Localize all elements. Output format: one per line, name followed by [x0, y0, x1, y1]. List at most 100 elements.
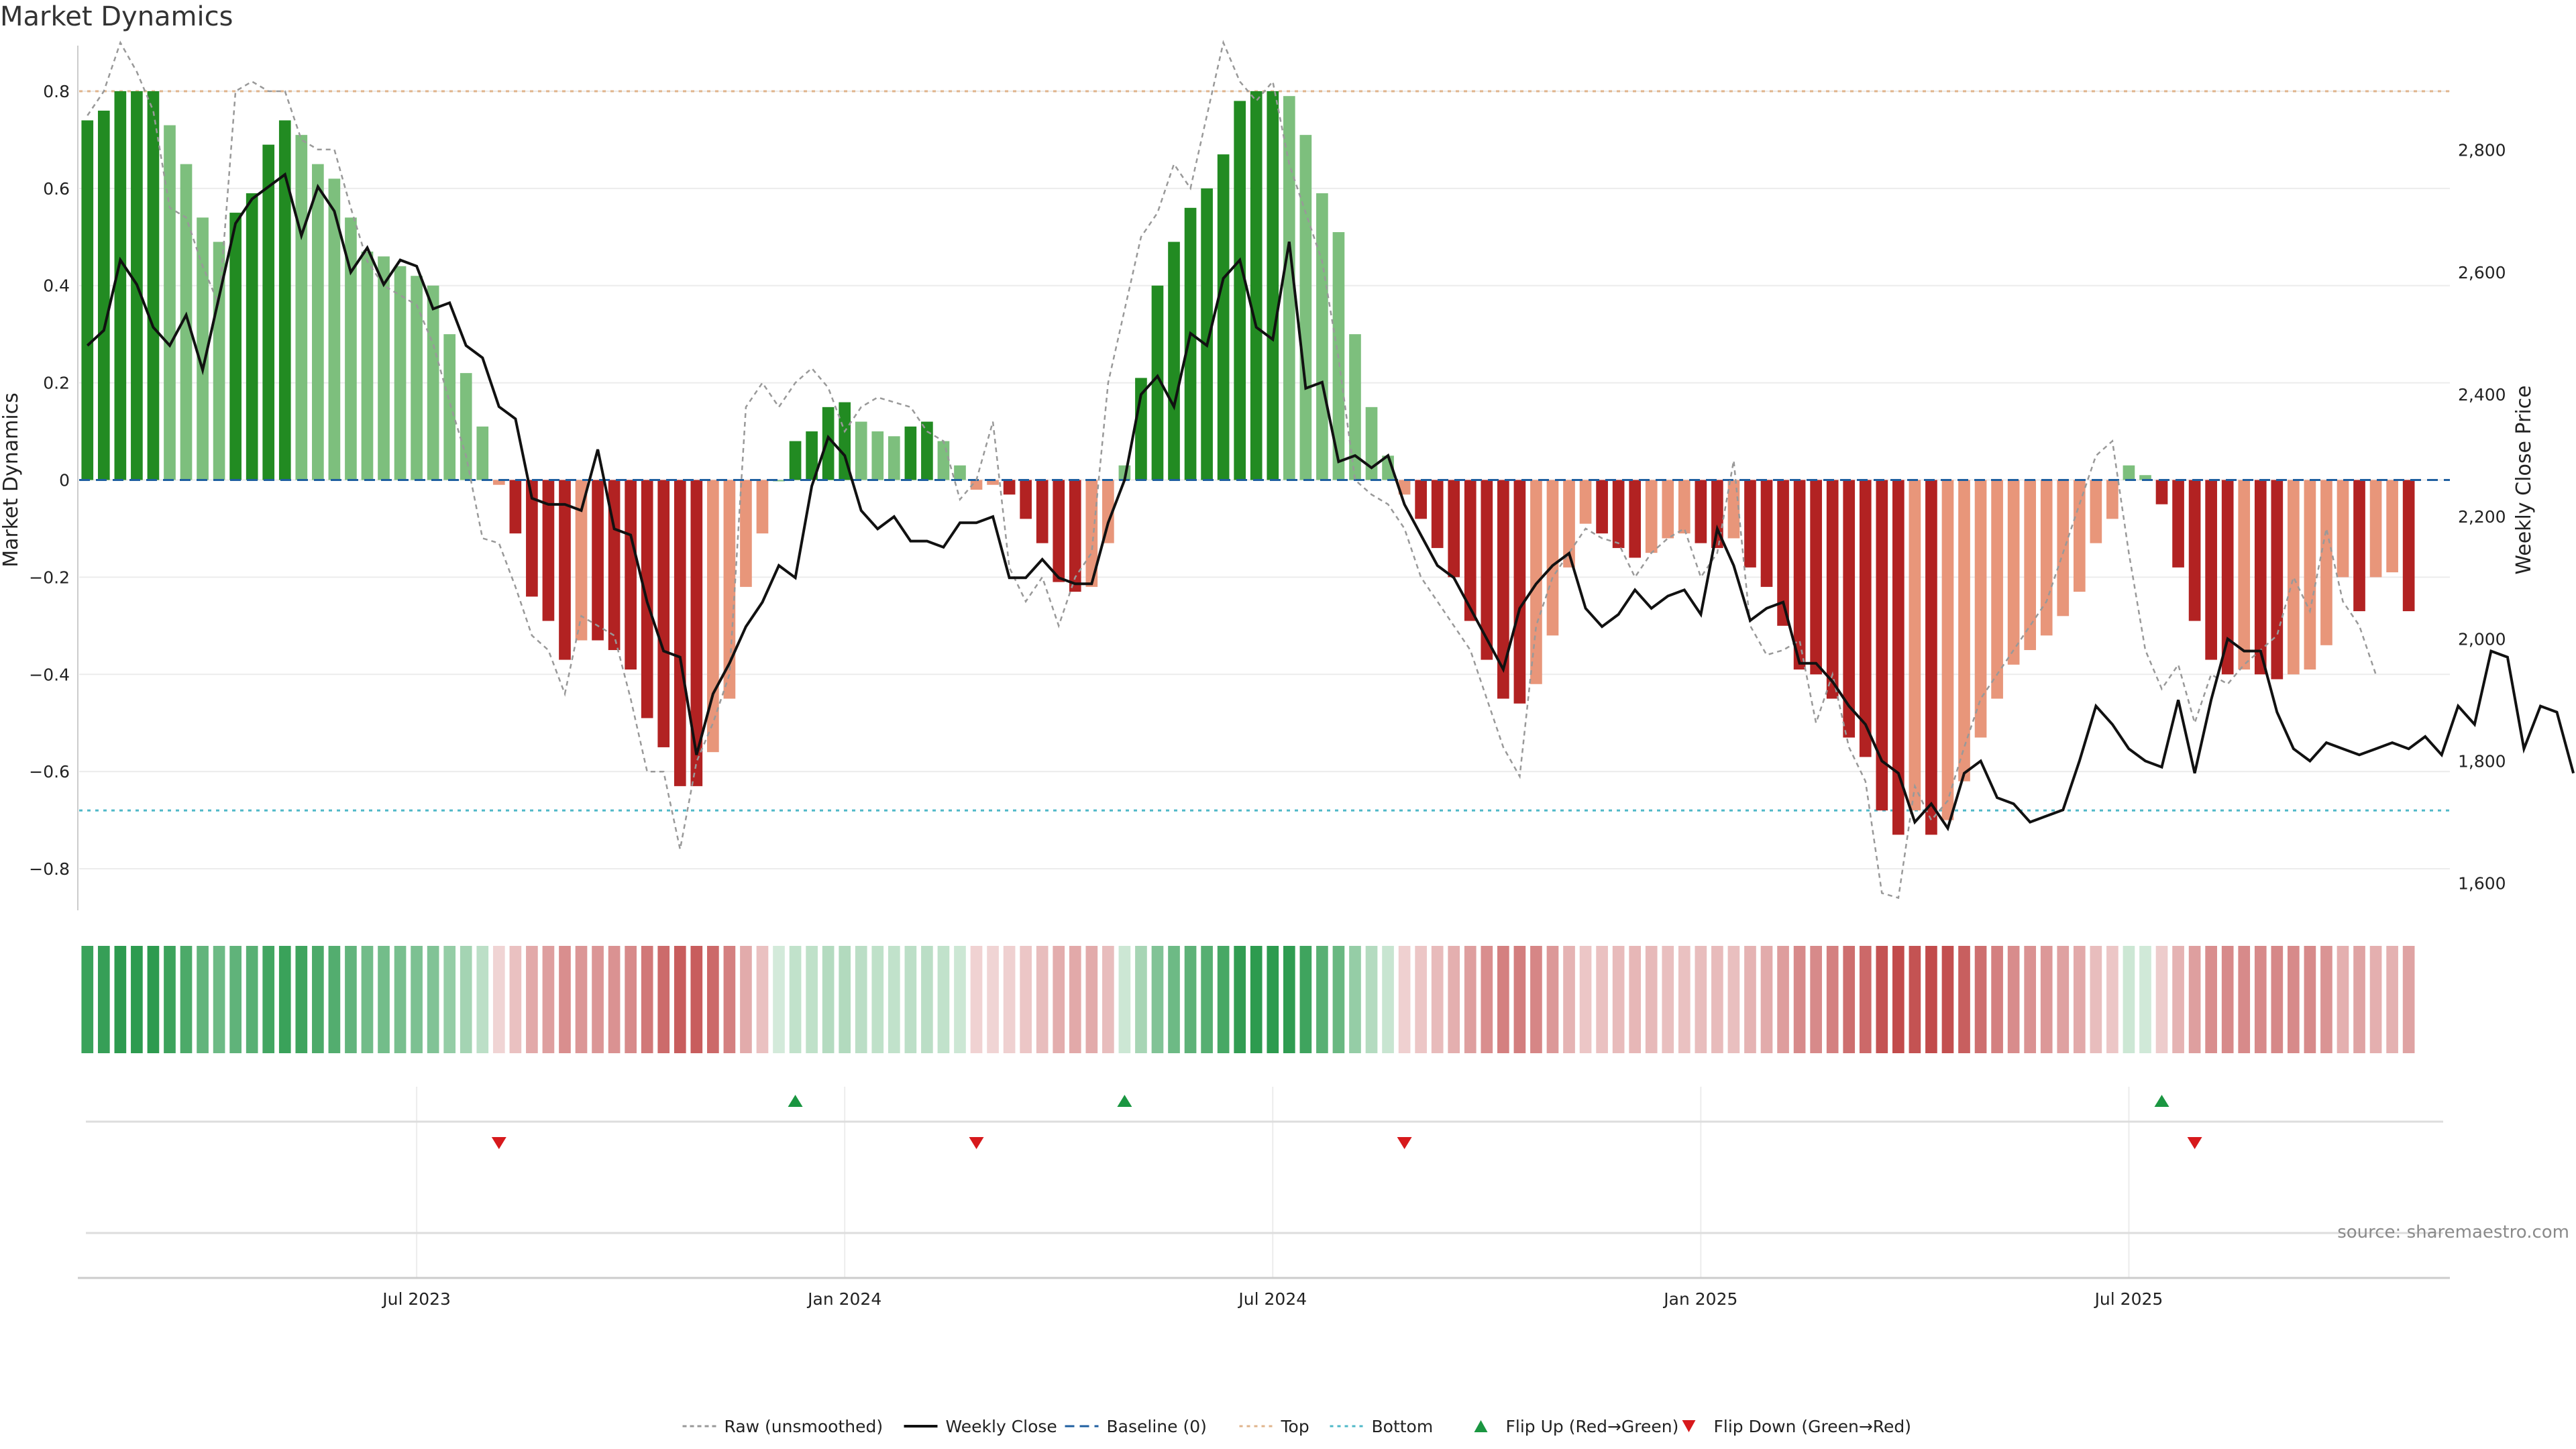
heat-cell-91: [1579, 946, 1592, 1053]
bar-week-52: [937, 441, 950, 480]
heat-cell-39: [723, 946, 736, 1053]
legend-label-6: Flip Down (Green→Red): [1714, 1417, 1912, 1436]
heat-cell-54: [970, 946, 983, 1053]
legend-label-1: Weekly Close: [946, 1417, 1057, 1436]
heat-cell-122: [2090, 946, 2102, 1053]
bar-week-9: [229, 213, 241, 480]
bar-week-60: [1069, 480, 1081, 592]
heat-cell-0: [81, 946, 94, 1053]
heat-cell-63: [1118, 946, 1131, 1053]
legend-label-4: Bottom: [1372, 1417, 1434, 1436]
heat-cell-140: [2386, 946, 2398, 1053]
heat-cell-57: [1020, 946, 1032, 1053]
y-tick-left-1: 0.6: [43, 179, 70, 199]
bar-week-77: [1349, 334, 1361, 480]
bar-week-109: [1876, 480, 1888, 811]
heat-cell-70: [1234, 946, 1246, 1053]
y-tick-left-7: −0.6: [29, 762, 70, 782]
heat-cell-18: [378, 946, 390, 1053]
flip-down-marker-1: [969, 1137, 984, 1149]
heat-cell-61: [1085, 946, 1098, 1053]
bar-week-136: [2320, 480, 2332, 645]
bar-week-125: [2139, 475, 2151, 480]
flip-up-marker-1: [1117, 1095, 1132, 1107]
bar-week-81: [1415, 480, 1427, 519]
bar-week-83: [1448, 480, 1460, 578]
heat-cell-55: [987, 946, 999, 1053]
bar-week-118: [2024, 480, 2037, 651]
bar-week-110: [1892, 480, 1904, 835]
bar-week-12: [278, 120, 291, 480]
x-tick-1: Jan 2024: [806, 1289, 881, 1309]
heat-cell-115: [1974, 946, 1987, 1053]
bar-week-36: [674, 480, 686, 786]
heat-cell-35: [657, 946, 670, 1053]
heat-cell-32: [608, 946, 621, 1053]
heat-cell-49: [888, 946, 900, 1053]
bar-week-74: [1299, 135, 1312, 480]
bar-week-61: [1085, 480, 1098, 587]
heat-cell-80: [1398, 946, 1411, 1053]
bar-week-115: [1974, 480, 1987, 738]
bar-week-55: [987, 480, 999, 485]
bar-week-122: [2090, 480, 2102, 543]
heat-cell-9: [229, 946, 241, 1053]
bar-week-139: [2369, 480, 2382, 578]
bar-week-117: [2007, 480, 2020, 665]
heat-cell-38: [707, 946, 719, 1053]
bar-week-48: [871, 431, 884, 480]
y-tick-left-3: 0.2: [43, 374, 70, 393]
bar-week-89: [1546, 480, 1559, 636]
heat-cell-93: [1612, 946, 1625, 1053]
bar-week-103: [1777, 480, 1789, 626]
heat-cell-75: [1316, 946, 1328, 1053]
heat-cell-113: [1941, 946, 1954, 1053]
heat-cell-111: [1909, 946, 1921, 1053]
bar-week-119: [2040, 480, 2053, 636]
bar-week-123: [2106, 480, 2118, 519]
heat-cell-45: [822, 946, 835, 1053]
heat-cell-102: [1760, 946, 1773, 1053]
bar-week-66: [1168, 241, 1180, 480]
bar-week-20: [411, 276, 423, 480]
bar-week-138: [2353, 480, 2365, 612]
heat-cell-123: [2106, 946, 2118, 1053]
y-tick-right-1: 2,600: [2458, 263, 2506, 282]
bar-week-41: [756, 480, 769, 534]
bar-week-11: [262, 144, 275, 480]
bar-week-17: [361, 252, 374, 480]
bar-week-67: [1184, 207, 1197, 480]
bar-week-134: [2288, 480, 2300, 675]
heat-cell-40: [740, 946, 752, 1053]
flip-down-marker-0: [491, 1137, 506, 1149]
heat-cell-23: [460, 946, 472, 1053]
heat-cell-129: [2205, 946, 2217, 1053]
heat-cell-138: [2353, 946, 2365, 1053]
bar-week-97: [1678, 480, 1690, 534]
bar-week-96: [1662, 480, 1674, 539]
heat-cell-58: [1036, 946, 1049, 1053]
heat-cell-81: [1415, 946, 1427, 1053]
heat-cell-31: [592, 946, 604, 1053]
heat-cell-87: [1513, 946, 1526, 1053]
heat-cell-98: [1695, 946, 1707, 1053]
bar-week-1: [97, 110, 110, 480]
heat-cell-109: [1876, 946, 1888, 1053]
bar-week-47: [855, 421, 867, 480]
bar-week-43: [789, 441, 802, 480]
heat-cell-130: [2221, 946, 2234, 1053]
heat-cell-65: [1151, 946, 1164, 1053]
bar-week-58: [1036, 480, 1049, 543]
bar-week-124: [2123, 465, 2135, 480]
bar-week-28: [542, 480, 555, 621]
flip-up-marker-2: [2154, 1095, 2169, 1107]
bar-week-54: [970, 480, 983, 490]
bar-week-14: [312, 164, 324, 480]
heat-cell-95: [1645, 946, 1658, 1053]
heat-cell-105: [1810, 946, 1822, 1053]
heat-cell-48: [871, 946, 884, 1053]
bar-week-70: [1234, 101, 1246, 480]
y-axis-label-right: Weekly Close Price: [2512, 385, 2536, 574]
heat-cell-92: [1596, 946, 1608, 1053]
bar-week-45: [822, 407, 835, 480]
